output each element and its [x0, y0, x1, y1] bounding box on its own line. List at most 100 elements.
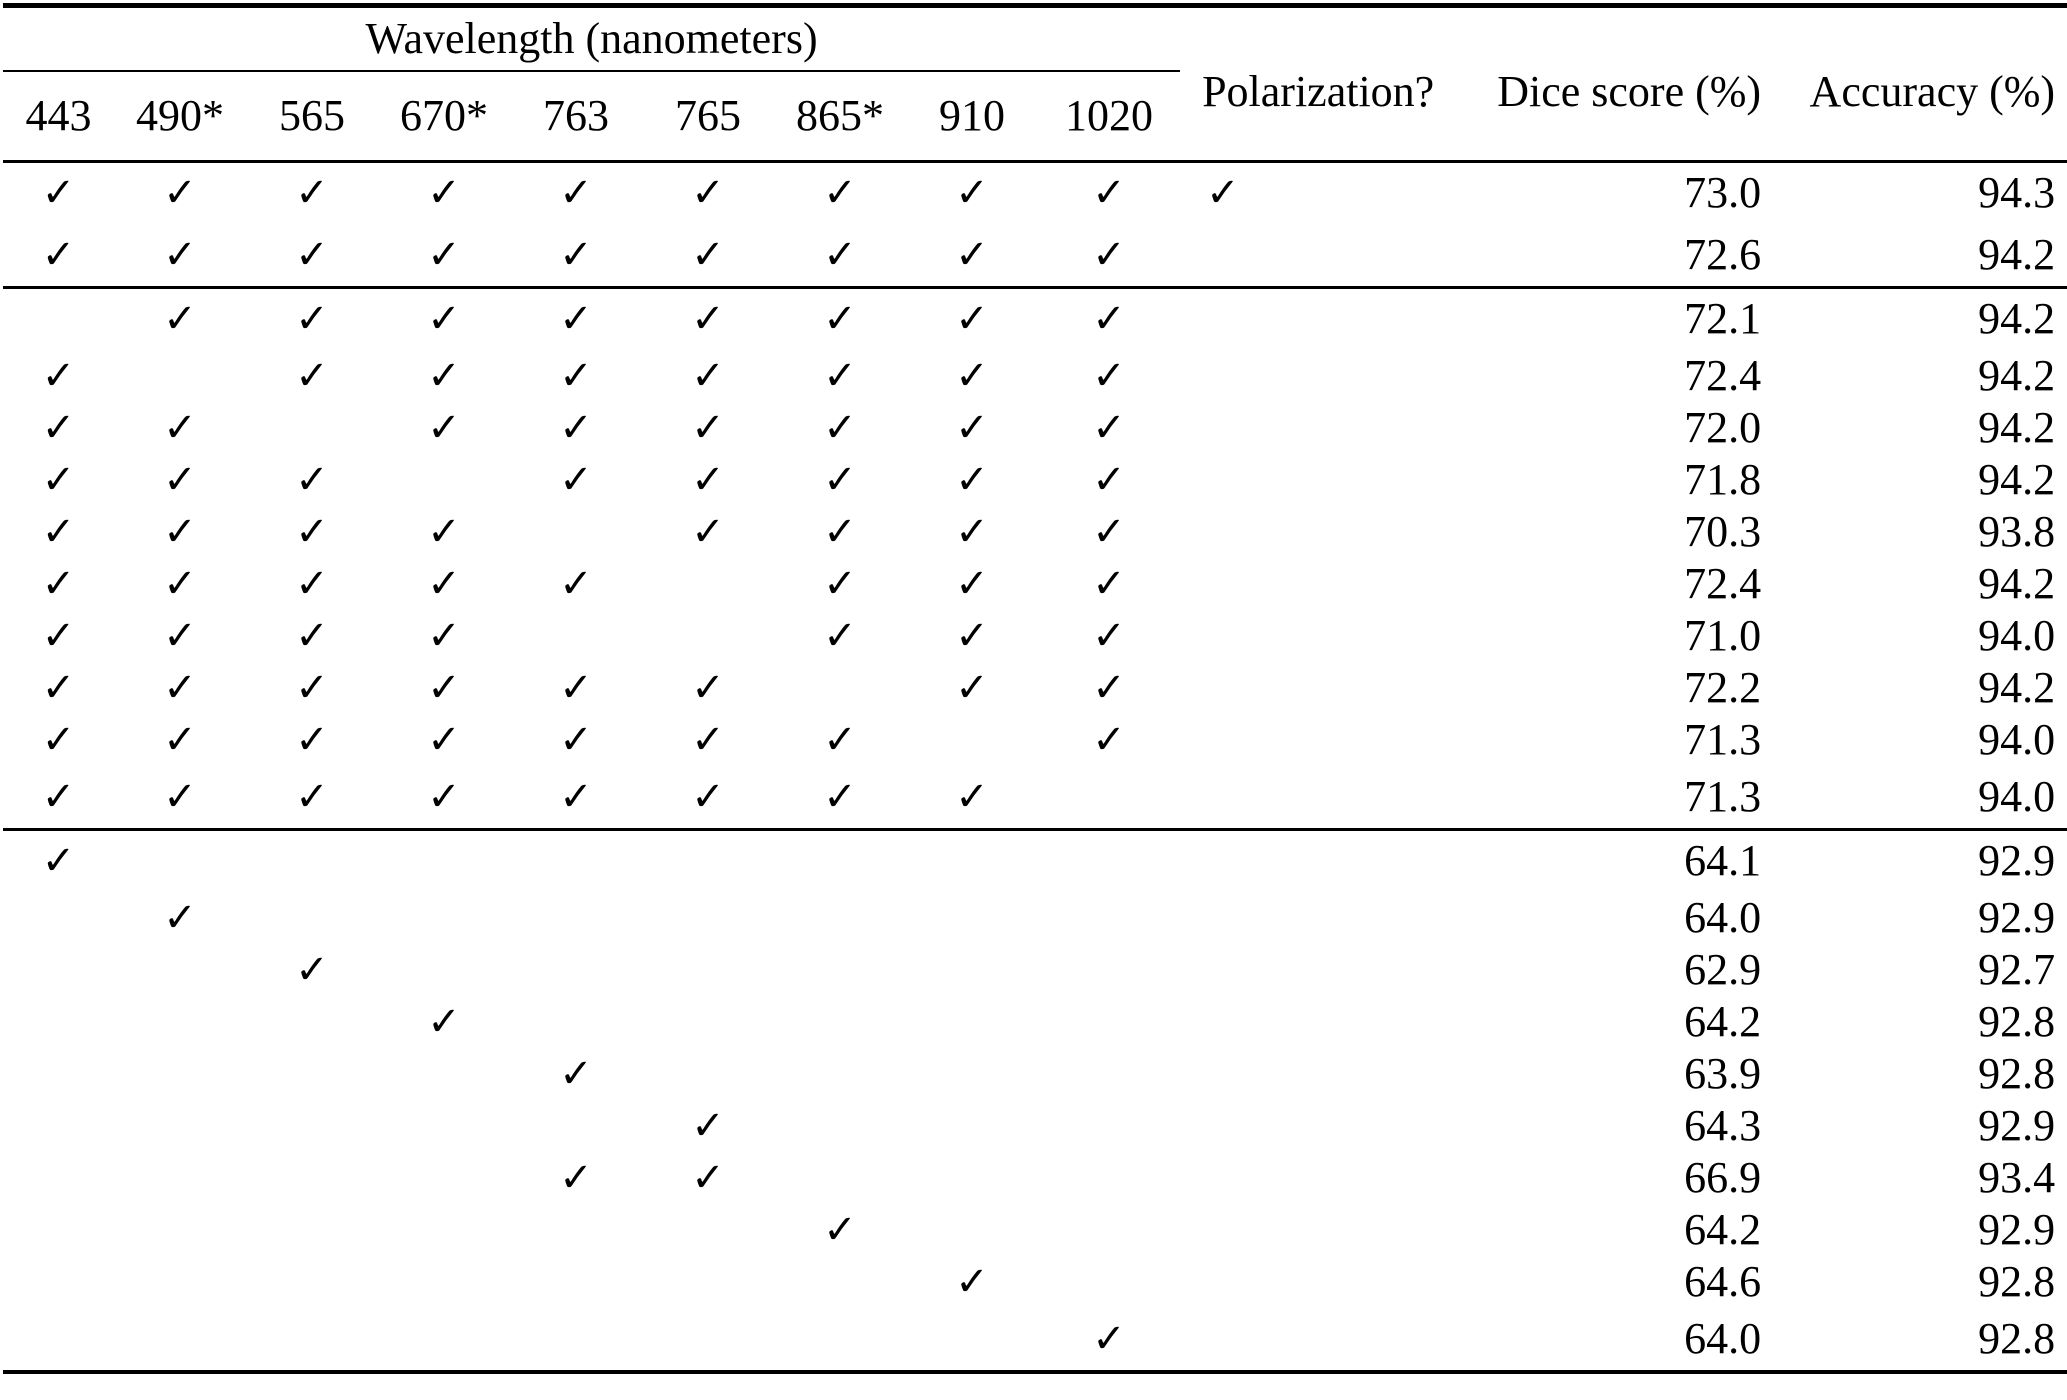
wavelength-check-empty — [906, 1204, 1038, 1256]
accuracy-value: 94.2 — [1978, 454, 2056, 504]
wavelength-column-header: 490* — [136, 91, 224, 140]
table-row: ✓ ✓ ✓ ✓ ✓ ✓ ✓ ✓ 70.3 93.8 — [3, 506, 2067, 558]
table-row: ✓ ✓ ✓ ✓ ✓ ✓ ✓ ✓ 72.0 94.2 — [3, 402, 2067, 454]
wavelength-check-empty — [3, 288, 114, 350]
wavelength-check-icon: ✓ — [163, 612, 197, 659]
wavelength-column-header: 865* — [796, 91, 884, 140]
wavelength-check-empty — [114, 1308, 246, 1372]
accuracy-value: 92.9 — [1978, 1100, 2056, 1150]
wavelength-check-icon: ✓ — [41, 352, 76, 399]
wavelength-check-icon: ✓ — [427, 296, 461, 343]
wavelength-check-empty — [510, 1256, 642, 1308]
accuracy-value: 92.9 — [1978, 892, 2056, 942]
wavelength-check-icon: ✓ — [295, 560, 329, 607]
wavelength-check-empty — [1038, 892, 1180, 944]
wavelength-check-empty — [642, 996, 774, 1048]
wavelength-check-empty — [642, 610, 774, 662]
wavelength-check-empty — [1038, 1048, 1180, 1100]
wavelength-check-icon: ✓ — [691, 170, 725, 217]
dice-value: 72.4 — [1684, 350, 1762, 400]
dice-value: 71.0 — [1684, 610, 1762, 660]
accuracy-value: 92.8 — [1978, 1313, 2056, 1363]
wavelength-check-empty — [510, 944, 642, 996]
polarization-check-empty — [1180, 830, 1445, 892]
wavelength-check-empty — [510, 1100, 642, 1152]
wavelength-check-empty — [1038, 1256, 1180, 1308]
wavelength-check-icon: ✓ — [1092, 231, 1126, 278]
table-row: ✓ ✓ ✓ ✓ ✓ ✓ ✓ ✓ ✓ 72.6 94.2 — [3, 224, 2067, 288]
polarization-check-empty — [1180, 224, 1445, 288]
polarization-check-empty — [1180, 558, 1445, 610]
wavelength-check-icon: ✓ — [559, 664, 593, 711]
wavelength-check-icon: ✓ — [955, 456, 989, 503]
wavelength-check-icon: ✓ — [691, 404, 725, 451]
accuracy-value: 94.0 — [1978, 714, 2056, 764]
wavelength-check-icon: ✓ — [163, 894, 197, 941]
dice-value: 66.9 — [1684, 1152, 1762, 1202]
wavelength-check-icon: ✓ — [559, 352, 593, 399]
wavelength-check-icon: ✓ — [163, 231, 197, 278]
wavelength-check-icon: ✓ — [559, 716, 593, 763]
wavelength-check-empty — [642, 944, 774, 996]
wavelength-check-icon: ✓ — [1092, 456, 1126, 503]
dice-value: 71.3 — [1684, 771, 1762, 821]
wavelength-check-icon: ✓ — [427, 404, 461, 451]
table-row: ✓ 64.6 92.8 — [3, 1256, 2067, 1308]
wavelength-check-icon: ✓ — [295, 716, 329, 763]
wavelength-check-icon: ✓ — [559, 1050, 593, 1097]
wavelength-check-icon: ✓ — [427, 560, 461, 607]
dice-value: 70.3 — [1684, 506, 1762, 556]
wavelength-group-header: Wavelength (nanometers) — [3, 5, 1181, 72]
wavelength-check-icon: ✓ — [295, 352, 329, 399]
wavelength-check-icon: ✓ — [427, 508, 461, 555]
polarization-check-empty — [1180, 1256, 1445, 1308]
wavelength-check-empty — [1038, 830, 1180, 892]
wavelength-check-empty — [378, 944, 510, 996]
wavelength-check-empty — [114, 1152, 246, 1204]
wavelength-check-icon: ✓ — [163, 508, 197, 555]
wavelength-check-icon: ✓ — [41, 170, 76, 217]
wavelength-check-icon: ✓ — [955, 1258, 989, 1305]
wavelength-check-empty — [906, 1048, 1038, 1100]
wavelength-check-icon: ✓ — [163, 560, 197, 607]
wavelength-check-empty — [246, 1308, 378, 1372]
wavelength-check-empty — [774, 1308, 906, 1372]
dice-value: 72.4 — [1684, 558, 1762, 608]
wavelength-check-icon: ✓ — [41, 404, 76, 451]
polarization-check-empty — [1180, 454, 1445, 506]
wavelength-check-icon: ✓ — [427, 352, 461, 399]
wavelength-check-empty — [774, 1256, 906, 1308]
wavelength-check-empty — [510, 996, 642, 1048]
wavelength-check-icon: ✓ — [427, 998, 461, 1045]
table-row: ✓ ✓ ✓ ✓ ✓ ✓ ✓ 71.0 94.0 — [3, 610, 2067, 662]
accuracy-value: 94.2 — [1978, 294, 2056, 344]
wavelength-check-icon: ✓ — [41, 773, 76, 820]
wavelength-check-empty — [246, 996, 378, 1048]
polarization-check-empty — [1180, 1048, 1445, 1100]
polarization-check-empty — [1180, 1204, 1445, 1256]
wavelength-check-icon: ✓ — [295, 170, 329, 217]
dice-value: 64.2 — [1684, 1204, 1762, 1254]
wavelength-check-icon: ✓ — [295, 946, 329, 993]
wavelength-check-icon: ✓ — [823, 231, 857, 278]
wavelength-check-empty — [246, 1204, 378, 1256]
table-row: ✓ ✓ ✓ ✓ ✓ ✓ ✓ ✓ 71.3 94.0 — [3, 766, 2067, 830]
polarization-header: Polarization? — [1202, 66, 1435, 116]
dice-value: 72.6 — [1684, 229, 1762, 279]
wavelength-check-icon: ✓ — [1092, 170, 1126, 217]
wavelength-column-header: 1020 — [1065, 91, 1154, 140]
wavelength-check-icon: ✓ — [1092, 508, 1126, 555]
dice-value: 72.2 — [1684, 662, 1762, 712]
wavelength-check-icon: ✓ — [295, 231, 329, 278]
wavelength-check-icon: ✓ — [1092, 296, 1126, 343]
header-row-group: Wavelength (nanometers) Polarization? Di… — [3, 5, 2067, 113]
polarization-check-empty — [1180, 1308, 1445, 1372]
table-row: ✓ ✓ ✓ ✓ ✓ ✓ ✓ ✓ 72.2 94.2 — [3, 662, 2067, 714]
wavelength-check-icon: ✓ — [559, 170, 593, 217]
polarization-check-empty — [1180, 892, 1445, 944]
wavelength-check-icon: ✓ — [691, 508, 725, 555]
wavelength-check-empty — [906, 1308, 1038, 1372]
wavelength-check-empty — [114, 350, 246, 402]
table-row: ✓ ✓ ✓ ✓ ✓ ✓ ✓ ✓ 71.3 94.0 — [3, 714, 2067, 766]
